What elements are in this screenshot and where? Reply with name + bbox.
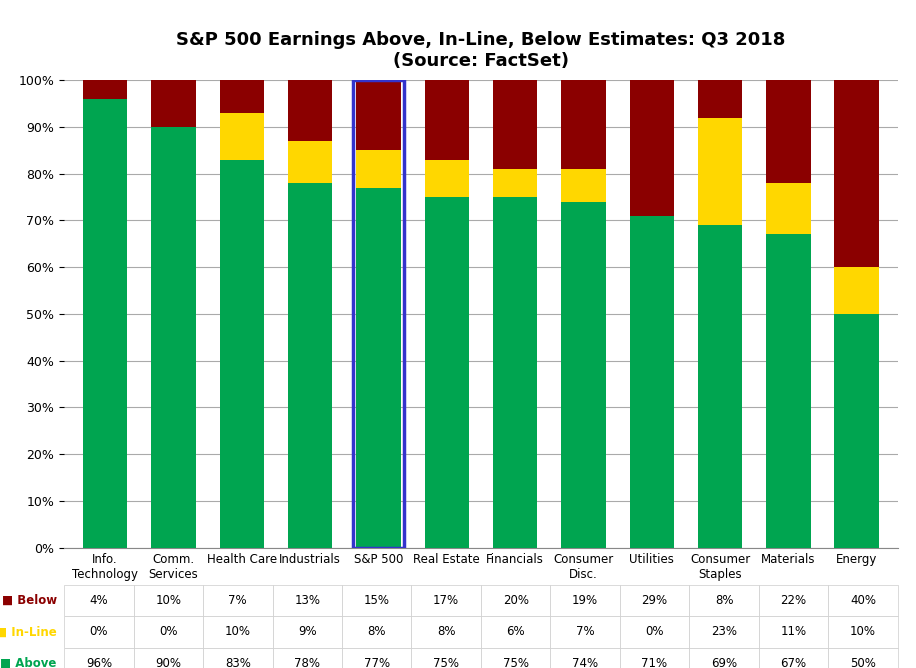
Bar: [562, 80, 605, 169]
Bar: [83, 99, 127, 548]
Bar: [834, 80, 878, 267]
Bar: [493, 75, 538, 169]
Bar: [288, 80, 333, 141]
Bar: [356, 80, 400, 150]
Bar: [151, 127, 196, 548]
Bar: [562, 202, 605, 548]
Bar: [698, 225, 742, 548]
Bar: [220, 160, 264, 548]
Bar: [766, 80, 811, 183]
Bar: [220, 113, 264, 160]
Bar: [562, 169, 605, 202]
Bar: [629, 216, 674, 548]
Bar: [629, 80, 674, 216]
Bar: [766, 234, 811, 548]
Bar: [698, 80, 742, 118]
Bar: [424, 80, 469, 160]
Bar: [493, 197, 538, 548]
Bar: [834, 314, 878, 548]
Bar: [356, 150, 400, 188]
Bar: [766, 183, 811, 234]
Bar: [288, 141, 333, 183]
Bar: [220, 80, 264, 113]
Bar: [424, 197, 469, 548]
Bar: [356, 188, 400, 548]
Bar: [288, 183, 333, 548]
Bar: [83, 80, 127, 99]
Bar: [698, 118, 742, 225]
Bar: [493, 169, 538, 197]
Title: S&P 500 Earnings Above, In-Line, Below Estimates: Q3 2018
(Source: FactSet): S&P 500 Earnings Above, In-Line, Below E…: [176, 31, 786, 70]
Bar: [834, 267, 878, 314]
Bar: [151, 80, 196, 127]
Bar: [424, 160, 469, 197]
